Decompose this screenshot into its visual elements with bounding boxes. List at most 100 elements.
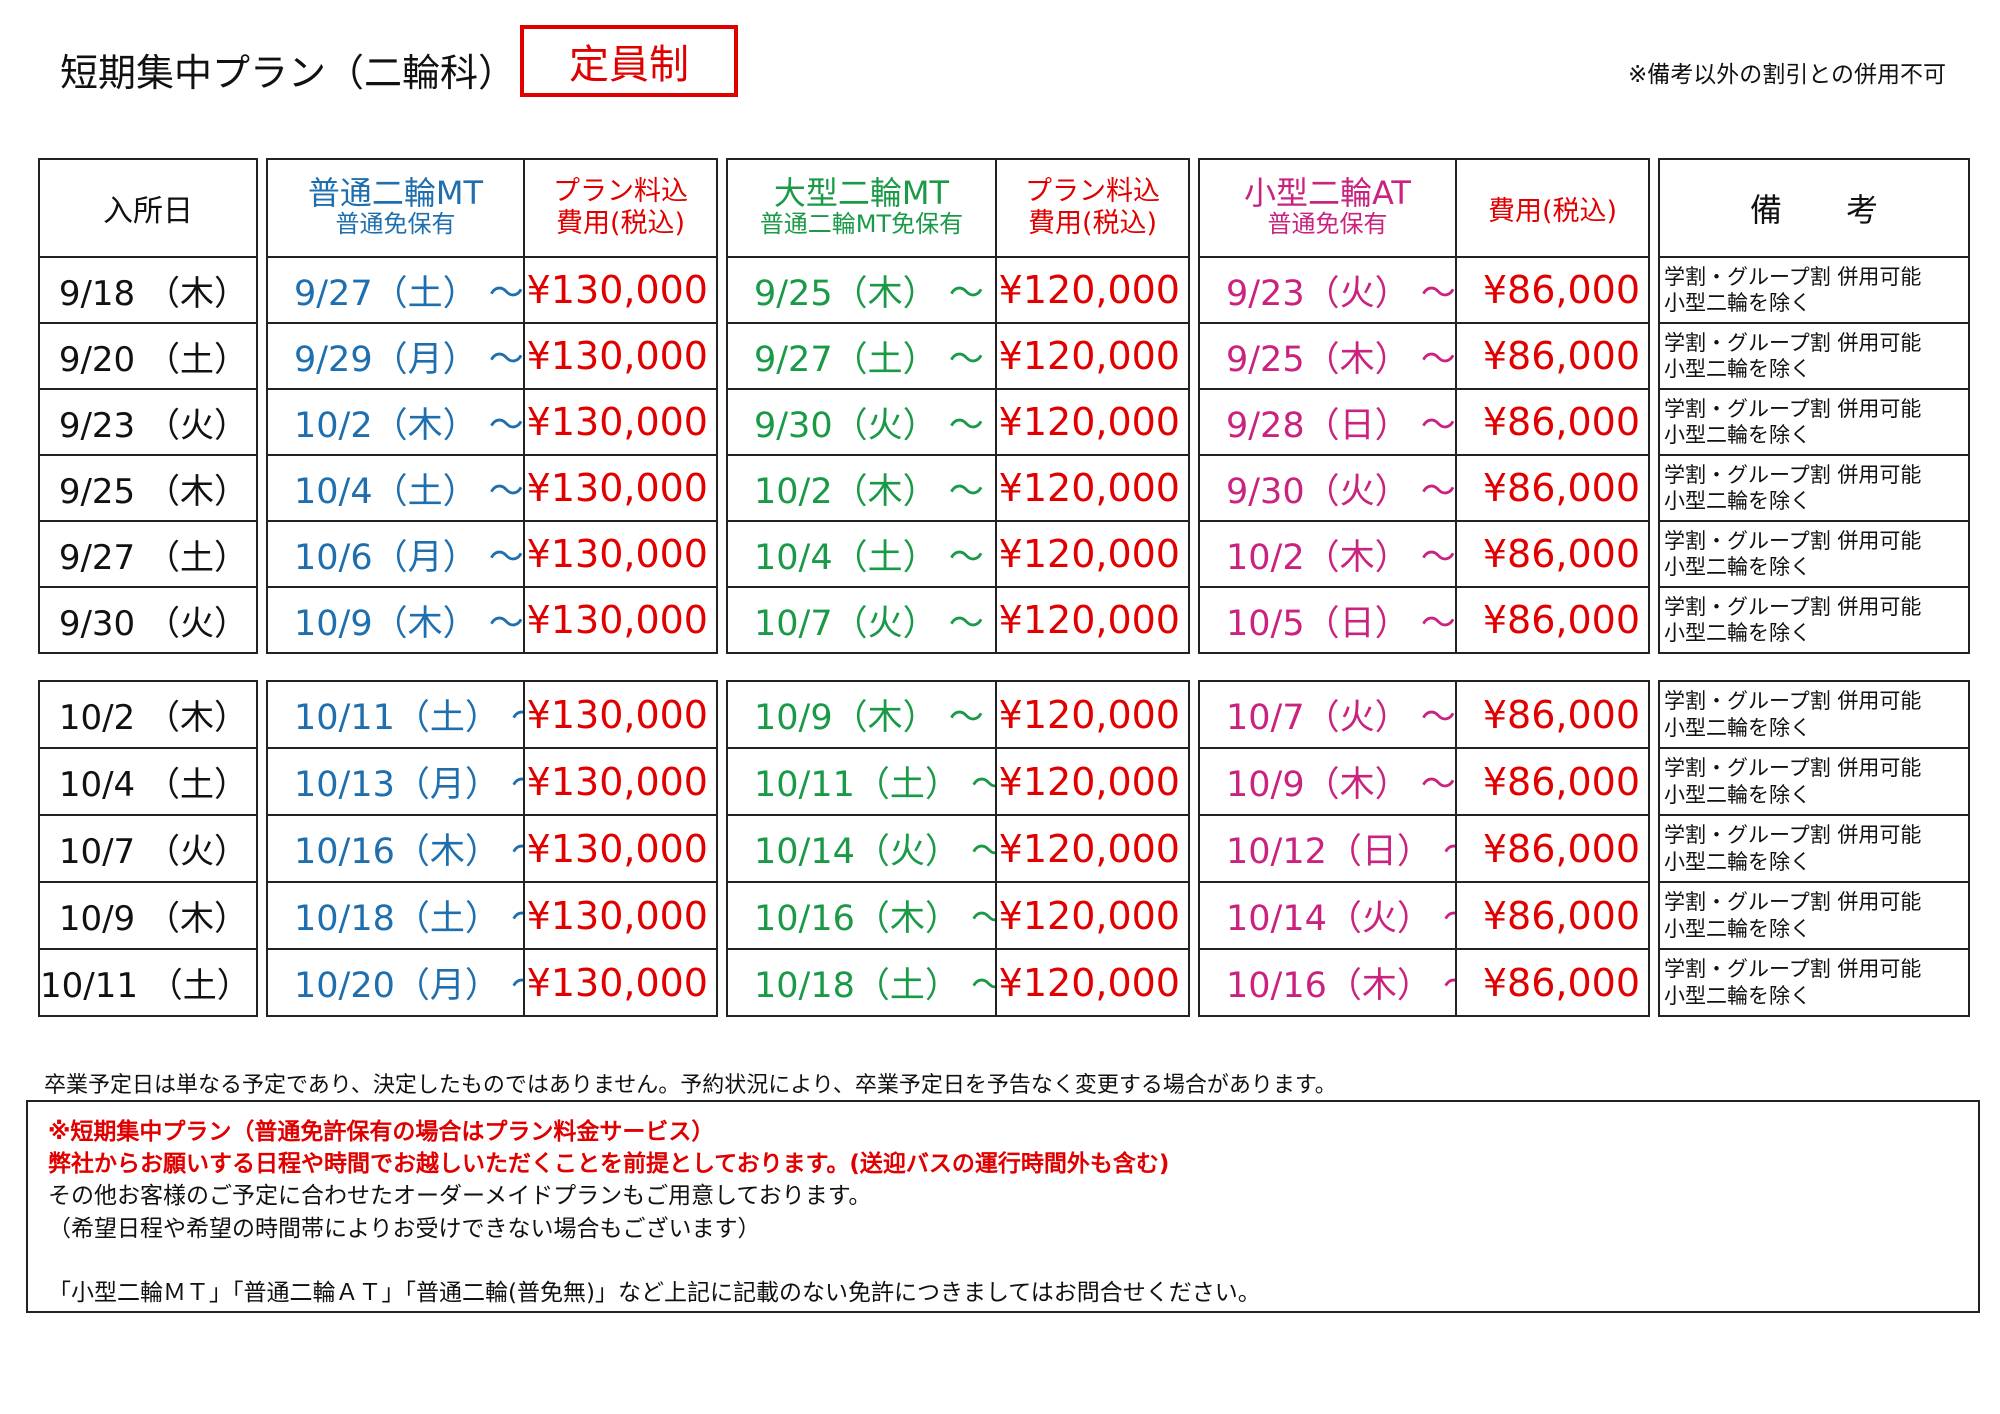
mt-large-graduation-date: 9/27（土） ～ — [726, 322, 997, 390]
remark-line-1: 学割・グループ割 併用可能 — [1664, 689, 1922, 714]
mt-normal-fee: ¥130,000 — [523, 680, 718, 749]
mt-large-fee: ¥120,000 — [995, 454, 1190, 522]
at-small-graduation-date: 9/30（火） ～ — [1198, 454, 1457, 522]
at-small-fee: ¥86,000 — [1455, 322, 1650, 390]
remark-line-2: 小型二輪を除く — [1664, 489, 1811, 513]
note-line-2: 弊社からお願いする日程や時間でお越しいただくことを前提としております。(送迎バス… — [48, 1151, 1170, 1178]
mt-large-fee: ¥120,000 — [995, 814, 1190, 883]
mt-normal-graduation-date: 10/11（土） ～ — [266, 680, 525, 749]
discount-note: ※備考以外の割引との併用不可 — [1627, 62, 1946, 88]
mt-normal-fee: ¥130,000 — [523, 586, 718, 654]
mt-normal-graduation-date: 10/6（月） ～ — [266, 520, 525, 588]
remark-line-2: 小型二輪を除く — [1664, 849, 1811, 874]
at-small-graduation-date: 9/25（木） ～ — [1198, 322, 1457, 390]
mt-normal-fee: ¥130,000 — [523, 322, 718, 390]
remarks-cell: 学割・グループ割 併用可能 小型二輪を除く — [1658, 322, 1970, 390]
mt-normal-graduation-date: 9/29（月） ～ — [266, 322, 525, 390]
page-title: 短期集中プラン（二輪科） — [60, 51, 517, 95]
table-row: 9/18 （木） 9/27（土） ～ ¥130,000 9/25（木） ～ ¥120,0… — [38, 256, 1970, 324]
at-small-fee: ¥86,000 — [1455, 520, 1650, 588]
at-small-fee: ¥86,000 — [1455, 814, 1650, 883]
remark-line-1: 学割・グループ割 併用可能 — [1664, 957, 1922, 982]
table-row: 10/2 （木） 10/11（土） ～ ¥130,000 10/9（木） ～ ¥120,… — [38, 680, 1970, 749]
at-small-graduation-date: 10/5（日） ～ — [1198, 586, 1457, 654]
remarks-cell: 学割・グループ割 併用可能 小型二輪を除く — [1658, 747, 1970, 816]
table-row: 10/7 （火） 10/16（木） ～ ¥130,000 10/14（火） ～ ¥120… — [38, 814, 1970, 883]
remark-line-1: 学割・グループ割 併用可能 — [1664, 396, 1922, 421]
col-header-at-small-fee: 費用(税込) — [1455, 158, 1650, 258]
at-small-graduation-date: 10/7（火） ～ — [1198, 680, 1457, 749]
mt-large-graduation-date: 10/11（土） ～ — [726, 747, 997, 816]
remark-line-1: 学割・グループ割 併用可能 — [1664, 756, 1922, 781]
at-small-fee: ¥86,000 — [1455, 680, 1650, 749]
mt-large-fee: ¥120,000 — [995, 520, 1190, 588]
plan-notes: ※短期集中プラン（普通免許保有の場合はプラン料金サービス） 弊社からお願いする日… — [26, 1100, 1980, 1313]
at-small-fee: ¥86,000 — [1455, 256, 1650, 324]
entry-date: 9/25 （木） — [38, 454, 258, 522]
remark-line-1: 学割・グループ割 併用可能 — [1664, 264, 1922, 289]
remark-line-1: 学割・グループ割 併用可能 — [1664, 890, 1922, 915]
remarks-cell: 学割・グループ割 併用可能 小型二輪を除く — [1658, 948, 1970, 1017]
remarks-cell: 学割・グループ割 併用可能 小型二輪を除く — [1658, 680, 1970, 749]
remark-line-1: 学割・グループ割 併用可能 — [1664, 528, 1922, 553]
mt-normal-graduation-date: 10/9（木） ～ — [266, 586, 525, 654]
mt-normal-graduation-date: 10/20（月） ～ — [266, 948, 525, 1017]
remark-line-1: 学割・グループ割 併用可能 — [1664, 823, 1922, 848]
entry-date: 10/4 （土） — [38, 747, 258, 816]
col-header-remarks: 備 考 — [1658, 158, 1970, 258]
table-row: 9/20 （土） 9/29（月） ～ ¥130,000 9/27（土） ～ ¥120,0… — [38, 322, 1970, 390]
entry-date: 9/18 （木） — [38, 256, 258, 324]
mt-normal-fee: ¥130,000 — [523, 454, 718, 522]
mt-large-fee: ¥120,000 — [995, 881, 1190, 950]
at-small-graduation-date: 10/2（木） ～ — [1198, 520, 1457, 588]
at-small-graduation-date: 9/23（火） ～ — [1198, 256, 1457, 324]
note-line-5: 「小型二輪ＭＴ」「普通二輪ＡＴ」「普通二輪(普免無)」など上記に記載のない免許に… — [48, 1279, 1261, 1306]
mt-large-fee: ¥120,000 — [995, 948, 1190, 1017]
remark-line-2: 小型二輪を除く — [1664, 357, 1811, 381]
mt-normal-graduation-date: 10/2（木） ～ — [266, 388, 525, 456]
mt-normal-fee: ¥130,000 — [523, 747, 718, 816]
remark-line-2: 小型二輪を除く — [1664, 423, 1811, 447]
note-line-3: その他お客様のご予定に合わせたオーダーメイドプランもご用意しております。 — [48, 1183, 872, 1210]
table-row: 9/25 （木） 10/4（土） ～ ¥130,000 10/2（木） ～ ¥120,0… — [38, 454, 1970, 522]
remarks-cell: 学割・グループ割 併用可能 小型二輪を除く — [1658, 388, 1970, 456]
mt-normal-graduation-date: 10/13（月） ～ — [266, 747, 525, 816]
at-small-graduation-date: 10/14（火） ～ — [1198, 881, 1457, 950]
entry-date: 10/2 （木） — [38, 680, 258, 749]
mt-large-graduation-date: 10/7（火） ～ — [726, 586, 997, 654]
remarks-cell: 学割・グループ割 併用可能 小型二輪を除く — [1658, 520, 1970, 588]
col-header-mt-normal: 普通二輪MT 普通免保有 — [266, 158, 525, 258]
mt-normal-fee: ¥130,000 — [523, 948, 718, 1017]
entry-date: 10/9 （木） — [38, 881, 258, 950]
note-line-4: （希望日程や希望の時間帯によりお受けできない場合もございます） — [48, 1215, 761, 1242]
at-small-graduation-date: 10/12（日） ～ — [1198, 814, 1457, 883]
entry-date: 9/23 （火） — [38, 388, 258, 456]
mt-normal-fee: ¥130,000 — [523, 256, 718, 324]
remark-line-2: 小型二輪を除く — [1664, 291, 1811, 315]
remark-line-1: 学割・グループ割 併用可能 — [1664, 462, 1922, 487]
entry-date: 10/7 （火） — [38, 814, 258, 883]
mt-large-fee: ¥120,000 — [995, 256, 1190, 324]
at-small-fee: ¥86,000 — [1455, 454, 1650, 522]
mt-large-fee: ¥120,000 — [995, 586, 1190, 654]
remark-line-2: 小型二輪を除く — [1664, 916, 1811, 941]
entry-date: 9/30 （火） — [38, 586, 258, 654]
remark-line-2: 小型二輪を除く — [1664, 621, 1811, 645]
mt-large-graduation-date: 9/25（木） ～ — [726, 256, 997, 324]
at-small-graduation-date: 9/28（日） ～ — [1198, 388, 1457, 456]
table-row: 10/9 （木） 10/18（土） ～ ¥130,000 10/16（木） ～ ¥120… — [38, 881, 1970, 950]
table-row: 10/4 （土） 10/13（月） ～ ¥130,000 10/11（土） ～ ¥120… — [38, 747, 1970, 816]
mt-normal-fee: ¥130,000 — [523, 814, 718, 883]
mt-large-fee: ¥120,000 — [995, 388, 1190, 456]
entry-date: 9/27 （土） — [38, 520, 258, 588]
remarks-cell: 学割・グループ割 併用可能 小型二輪を除く — [1658, 454, 1970, 522]
table-row: 9/23 （火） 10/2（木） ～ ¥130,000 9/30（火） ～ ¥120,0… — [38, 388, 1970, 456]
mt-large-graduation-date: 10/9（木） ～ — [726, 680, 997, 749]
mt-normal-fee: ¥130,000 — [523, 388, 718, 456]
col-header-mt-normal-fee: プラン料込 費用(税込) — [523, 158, 718, 258]
mt-large-fee: ¥120,000 — [995, 747, 1190, 816]
remark-line-1: 学割・グループ割 併用可能 — [1664, 594, 1922, 619]
remark-line-2: 小型二輪を除く — [1664, 983, 1811, 1008]
mt-normal-graduation-date: 10/4（土） ～ — [266, 454, 525, 522]
at-small-graduation-date: 10/9（木） ～ — [1198, 747, 1457, 816]
